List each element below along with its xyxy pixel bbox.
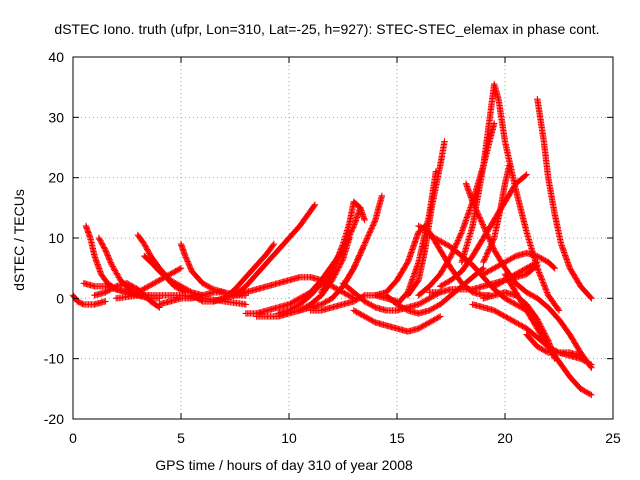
x-tick-label: 20: [497, 430, 513, 446]
series-marks: [534, 96, 595, 302]
series-marks: [480, 162, 513, 266]
x-tick-label: 10: [281, 430, 297, 446]
x-tick-label: 0: [69, 430, 77, 446]
data-series: [480, 249, 558, 278]
series-marks: [426, 261, 541, 296]
y-tick-label: -20: [44, 411, 64, 427]
data-marks: [69, 80, 595, 399]
data-series: [458, 80, 563, 314]
y-axis-label: dSTEC / TECUs: [11, 189, 27, 291]
data-series: [534, 96, 595, 302]
series-marks: [458, 80, 563, 314]
series-marks: [231, 201, 319, 299]
series-marks: [318, 198, 368, 296]
chart-title: dSTEC Iono. truth (ufpr, Lon=310, Lat=-2…: [54, 21, 599, 37]
series-marks: [350, 307, 444, 335]
data-series: [318, 198, 368, 296]
y-tick-label: 30: [48, 109, 64, 125]
series-marks: [372, 222, 429, 299]
data-series: [350, 307, 444, 335]
y-tick-labels: -20 -10 0 10 20 30 40: [44, 49, 64, 427]
series-marks: [469, 301, 584, 359]
data-series: [134, 265, 185, 296]
x-tick-label: 25: [605, 430, 621, 446]
y-tick-label: 40: [48, 49, 64, 65]
y-tick-label: -10: [44, 351, 64, 367]
plot-frame: [72, 56, 614, 420]
y-tick-label: 10: [48, 230, 64, 246]
x-tick-label: 15: [389, 430, 405, 446]
data-series: [480, 162, 513, 266]
data-series: [469, 301, 584, 359]
data-series: [372, 222, 429, 299]
y-tick-label: 20: [48, 170, 64, 186]
data-series: [426, 261, 541, 296]
series-marks: [480, 249, 558, 278]
x-axis-label: GPS time / hours of day 310 of year 2008: [155, 457, 413, 473]
data-series: [231, 201, 319, 299]
x-tick-labels: 0 5 10 15 20 25: [69, 430, 621, 446]
x-tick-label: 5: [177, 430, 185, 446]
series-marks: [134, 265, 185, 296]
y-tick-label: 0: [56, 290, 64, 306]
